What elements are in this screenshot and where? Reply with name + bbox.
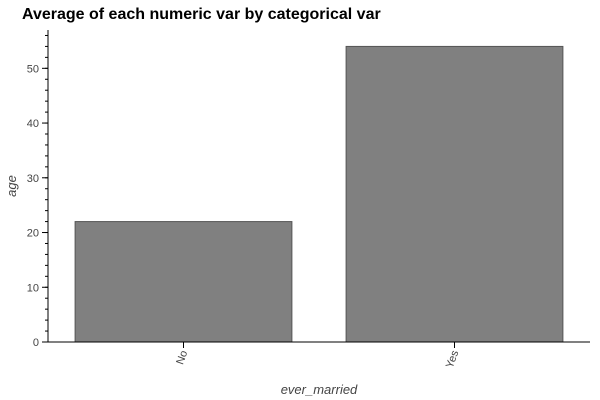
bar-yes (345, 45, 564, 343)
y-tick-label: 0 (33, 337, 39, 349)
axes-layer: 0 10 20 30 40 50 No Yes (27, 30, 590, 370)
bar-no (74, 221, 293, 343)
y-tick-label: 50 (27, 63, 39, 75)
labels-layer: age ever_married (4, 175, 358, 397)
chart-title: Average of each numeric var by categoric… (22, 6, 381, 23)
y-axis-label: age (4, 175, 19, 197)
y-tick-label: 10 (27, 282, 39, 294)
x-tick-label-yes: Yes (444, 348, 462, 369)
x-axis-label: ever_married (281, 382, 358, 397)
x-tick-label-no: No (174, 349, 190, 366)
bars-layer (74, 45, 564, 343)
y-tick-label: 20 (27, 228, 39, 240)
y-tick-label: 40 (27, 118, 39, 130)
y-tick-label: 30 (27, 173, 39, 185)
